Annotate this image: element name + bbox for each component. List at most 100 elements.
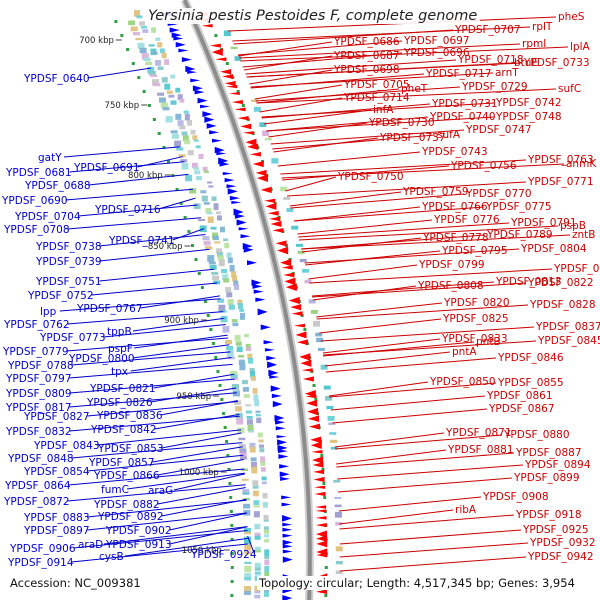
guide-dot <box>229 496 233 499</box>
feature-block <box>254 399 260 407</box>
reverse-gene-arrow <box>247 143 259 150</box>
guide-dot <box>320 454 324 457</box>
feature-block <box>330 439 338 443</box>
right-gene-label: YPDSF_0750 <box>337 171 404 183</box>
left-gene-labels: YPDSF_0640 gatY YPDSF_0681 YPDSF_0691 YPDSF_… <box>1 73 257 569</box>
forward-gene-arrow <box>274 414 285 422</box>
feature-block <box>250 371 256 378</box>
feature-block <box>325 395 333 401</box>
leader-line <box>246 62 523 78</box>
feature-block <box>220 226 226 233</box>
right-gene-label: YPDSF_0731 <box>431 98 498 110</box>
tick-label: 800 kbp <box>128 171 163 181</box>
right-gene-label: YPDSF_0918 <box>515 509 582 521</box>
feature-block <box>246 419 253 425</box>
right-gene-label: YPDSF_0837 <box>535 321 600 333</box>
feature-block <box>214 241 221 244</box>
reverse-gene-arrow <box>310 436 322 444</box>
feature-block <box>261 476 267 481</box>
leader-line <box>289 191 402 207</box>
forward-gene-arrow <box>206 123 217 129</box>
right-gene-label: YPDSF_0861 <box>486 390 553 402</box>
reverse-gene-arrow <box>308 423 320 430</box>
forward-gene-arrow <box>185 65 196 73</box>
right-gene-label: YPDSF_0697 <box>403 35 470 47</box>
guide-dot <box>324 594 328 597</box>
feature-block <box>241 380 248 385</box>
forward-gene-arrow <box>268 369 279 377</box>
feature-block <box>254 567 261 571</box>
guide-dot <box>230 524 234 527</box>
right-gene-label: YPDSF_0729 <box>461 81 528 93</box>
left-gene-label: YPDSF_0800 <box>68 353 135 365</box>
feature-block <box>166 90 173 94</box>
feature-block <box>244 540 252 545</box>
leader-line <box>334 434 503 450</box>
feature-block <box>264 555 270 560</box>
forward-gene-arrow <box>282 556 293 563</box>
left-gene-label: YPDSF_0827 <box>23 411 90 423</box>
feature-block <box>253 500 260 506</box>
forward-gene-arrow <box>204 116 215 123</box>
forward-gene-arrow <box>224 178 235 183</box>
guide-dot <box>114 20 118 23</box>
feature-block <box>187 150 194 156</box>
feature-block <box>323 385 331 390</box>
forward-gene-arrow <box>219 161 230 167</box>
leader-line <box>312 285 417 301</box>
leader-line <box>332 408 488 424</box>
forward-gene-arrow <box>247 260 258 266</box>
right-gene-label: YPDSF_0698 <box>333 64 400 76</box>
leader-line <box>255 86 461 102</box>
left-label-leaders <box>59 67 255 563</box>
feature-block <box>235 341 242 346</box>
genome-backbone <box>180 0 314 600</box>
right-gene-label: YPDSF_0756 <box>450 160 517 172</box>
guide-dot <box>312 384 316 387</box>
forward-gene-arrow <box>181 57 192 63</box>
right-gene-label: pntA <box>452 346 477 358</box>
reverse-gene-arrow <box>315 516 327 520</box>
feature-block <box>255 413 261 417</box>
leader-line <box>290 193 465 209</box>
right-gene-label: pntB <box>476 336 501 348</box>
feature-block <box>317 347 325 352</box>
guide-dot <box>157 132 161 135</box>
forward-gene-arrow <box>200 104 211 109</box>
feature-block <box>234 400 242 405</box>
feature-block <box>234 406 242 412</box>
forward-gene-arrow <box>236 219 247 226</box>
feature-block <box>215 211 221 215</box>
leader-line <box>337 464 524 480</box>
feature-block <box>264 138 272 141</box>
left-gene-label: YPDSF_0690 <box>1 195 68 207</box>
guide-dot <box>197 272 201 275</box>
tick-label: 900 kbp <box>164 316 199 326</box>
feature-block <box>151 51 158 55</box>
feature-block <box>183 110 189 114</box>
forward-gene-arrow <box>173 36 184 41</box>
leader-line <box>68 468 245 486</box>
reverse-gene-arrow <box>313 469 325 475</box>
right-gene-label: YPDSF_0747 <box>465 124 532 136</box>
right-gene-label: YPDSF_0828 <box>529 299 596 311</box>
leader-line <box>124 537 248 557</box>
feature-block <box>254 591 261 594</box>
feature-block <box>225 287 232 293</box>
leader-line <box>256 88 557 104</box>
leader-line <box>298 225 559 241</box>
reverse-gene-arrow <box>302 376 314 382</box>
feature-block <box>334 511 342 518</box>
feature-block <box>244 551 252 555</box>
feature-block <box>200 190 207 194</box>
leader-line <box>67 217 202 230</box>
leader-line <box>97 429 242 446</box>
feature-block <box>246 416 253 419</box>
leader-line <box>312 282 527 298</box>
feature-block <box>253 106 261 112</box>
feature-block <box>243 503 251 509</box>
feature-block <box>263 590 269 597</box>
guide-dot <box>142 90 146 93</box>
leader-line <box>272 134 436 150</box>
forward-gene-arrow <box>279 464 290 469</box>
